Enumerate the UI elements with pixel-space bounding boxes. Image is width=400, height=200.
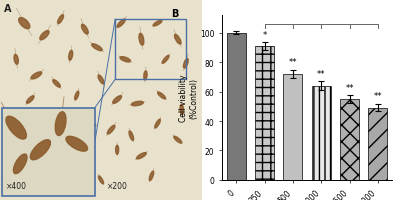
Ellipse shape [58,156,64,164]
Ellipse shape [180,105,184,115]
Ellipse shape [174,35,181,45]
Ellipse shape [19,18,30,30]
Bar [340,99,359,180]
Ellipse shape [144,72,147,80]
Text: **: ** [374,92,382,101]
Ellipse shape [174,137,182,143]
Ellipse shape [82,25,88,35]
Ellipse shape [30,140,50,160]
Ellipse shape [117,20,125,28]
Ellipse shape [6,117,26,139]
Text: **: ** [288,58,297,67]
Ellipse shape [162,56,169,64]
Ellipse shape [40,113,49,119]
Bar [2,108,95,196]
Ellipse shape [98,76,104,84]
Ellipse shape [136,153,146,159]
Ellipse shape [69,51,73,61]
Ellipse shape [26,96,34,104]
Ellipse shape [66,137,88,151]
Ellipse shape [58,16,64,24]
Text: **: ** [345,83,354,92]
Ellipse shape [113,96,122,104]
Ellipse shape [31,72,42,80]
Ellipse shape [131,102,143,106]
Bar [283,75,302,180]
Ellipse shape [98,176,104,184]
Ellipse shape [87,146,95,154]
Bar [368,108,388,180]
Ellipse shape [55,112,66,136]
Text: ×200: ×200 [107,181,128,190]
Ellipse shape [40,31,49,41]
Ellipse shape [35,140,38,148]
Bar [255,47,274,180]
Text: **: ** [317,69,326,78]
Ellipse shape [120,57,130,63]
Bar [115,20,186,80]
Bar [226,34,246,180]
Ellipse shape [116,146,119,154]
Ellipse shape [13,154,27,174]
Y-axis label: Cell viability
(%Control): Cell viability (%Control) [179,74,198,122]
Ellipse shape [86,122,96,126]
Ellipse shape [92,45,102,51]
Ellipse shape [149,171,154,181]
Ellipse shape [158,93,166,99]
Bar [312,86,331,180]
Ellipse shape [75,92,79,100]
Ellipse shape [63,125,67,135]
Ellipse shape [18,120,23,128]
Ellipse shape [53,80,60,88]
Ellipse shape [139,34,144,46]
Text: B: B [171,9,178,19]
Ellipse shape [107,126,115,134]
Text: A: A [4,4,12,14]
Ellipse shape [155,120,160,128]
Ellipse shape [129,131,134,141]
Text: *: * [262,30,267,39]
Ellipse shape [14,55,18,65]
Text: ×400: ×400 [6,181,27,190]
Ellipse shape [12,156,20,164]
Ellipse shape [184,59,188,69]
Ellipse shape [153,21,162,27]
